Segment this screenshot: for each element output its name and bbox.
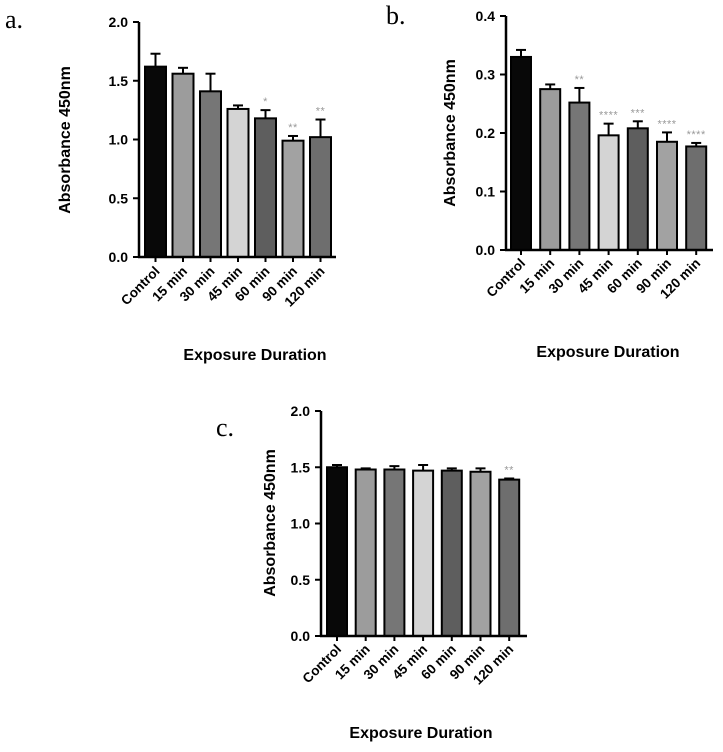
y-tick-label: 0.4	[476, 8, 496, 24]
x-axis-title: Exposure Duration	[536, 344, 679, 361]
y-axis-title: Absorbance 450nm	[442, 59, 459, 207]
y-axis-title: Absorbance 450nm	[57, 66, 74, 214]
x-tick-label: Control	[300, 642, 345, 687]
bar-45-min	[597, 134, 620, 251]
bar-30-min	[383, 468, 406, 637]
significance-marker: **	[288, 122, 298, 134]
y-tick-label: 1.5	[109, 73, 129, 89]
y-tick-label: 0.0	[476, 242, 496, 258]
y-tick-label: 1.0	[291, 516, 311, 532]
bar-120-min	[685, 145, 708, 251]
y-tick-label: 2.0	[291, 403, 311, 419]
bar-120-min	[309, 136, 332, 258]
panel-letter: b.	[386, 1, 406, 30]
bar-45-min	[412, 469, 435, 637]
y-tick-label: 2.0	[109, 14, 129, 30]
panel-letter: c.	[216, 413, 234, 442]
bar-120-min	[498, 478, 521, 637]
bar-60-min	[626, 127, 649, 252]
chart-panel-3: c. Absorbance 450nm Exposure Duration Contr…	[216, 403, 527, 742]
x-axis-title: Exposure Duration	[183, 347, 326, 364]
bar-control	[326, 466, 348, 637]
y-tick-label: 0.5	[291, 572, 311, 588]
bar-15-min	[539, 88, 562, 251]
bar-60-min	[440, 469, 463, 637]
x-tick-label: Control	[484, 256, 529, 301]
y-tick-label: 0.3	[476, 67, 496, 83]
bar-90-min	[469, 470, 492, 637]
bar-control	[510, 55, 532, 252]
panel-letter: a.	[5, 5, 23, 34]
significance-marker: **	[575, 74, 585, 86]
bar-15-min	[354, 468, 377, 637]
bar-30-min	[199, 90, 222, 258]
significance-marker: ***	[631, 107, 646, 119]
significance-marker: **	[504, 465, 514, 477]
significance-marker: ****	[599, 110, 618, 122]
bar-30-min	[568, 101, 591, 251]
bar-90-min	[656, 140, 678, 251]
x-axis-title: Exposure Duration	[349, 725, 492, 742]
bar-45-min	[226, 107, 250, 258]
y-tick-label: 0.0	[291, 628, 311, 644]
y-tick-label: 1.5	[291, 459, 311, 475]
significance-marker: ****	[657, 118, 676, 130]
bar-60-min	[254, 117, 277, 258]
y-tick-label: 0.0	[109, 249, 129, 265]
bar-15-min	[171, 72, 195, 258]
significance-marker: ****	[687, 129, 706, 141]
chart-panel-2: b. Absorbance 450nm Exposure Duration Contr…	[386, 1, 713, 361]
y-tick-label: 0.1	[476, 184, 496, 200]
significance-marker: *	[263, 96, 268, 108]
y-tick-label: 0.2	[476, 125, 496, 141]
y-tick-label: 0.5	[109, 190, 129, 206]
significance-marker: **	[316, 106, 326, 118]
y-axis-title: Absorbance 450nm	[262, 449, 279, 597]
y-tick-label: 1.0	[109, 132, 129, 148]
bar-control	[144, 65, 167, 259]
bar-90-min	[281, 139, 305, 258]
